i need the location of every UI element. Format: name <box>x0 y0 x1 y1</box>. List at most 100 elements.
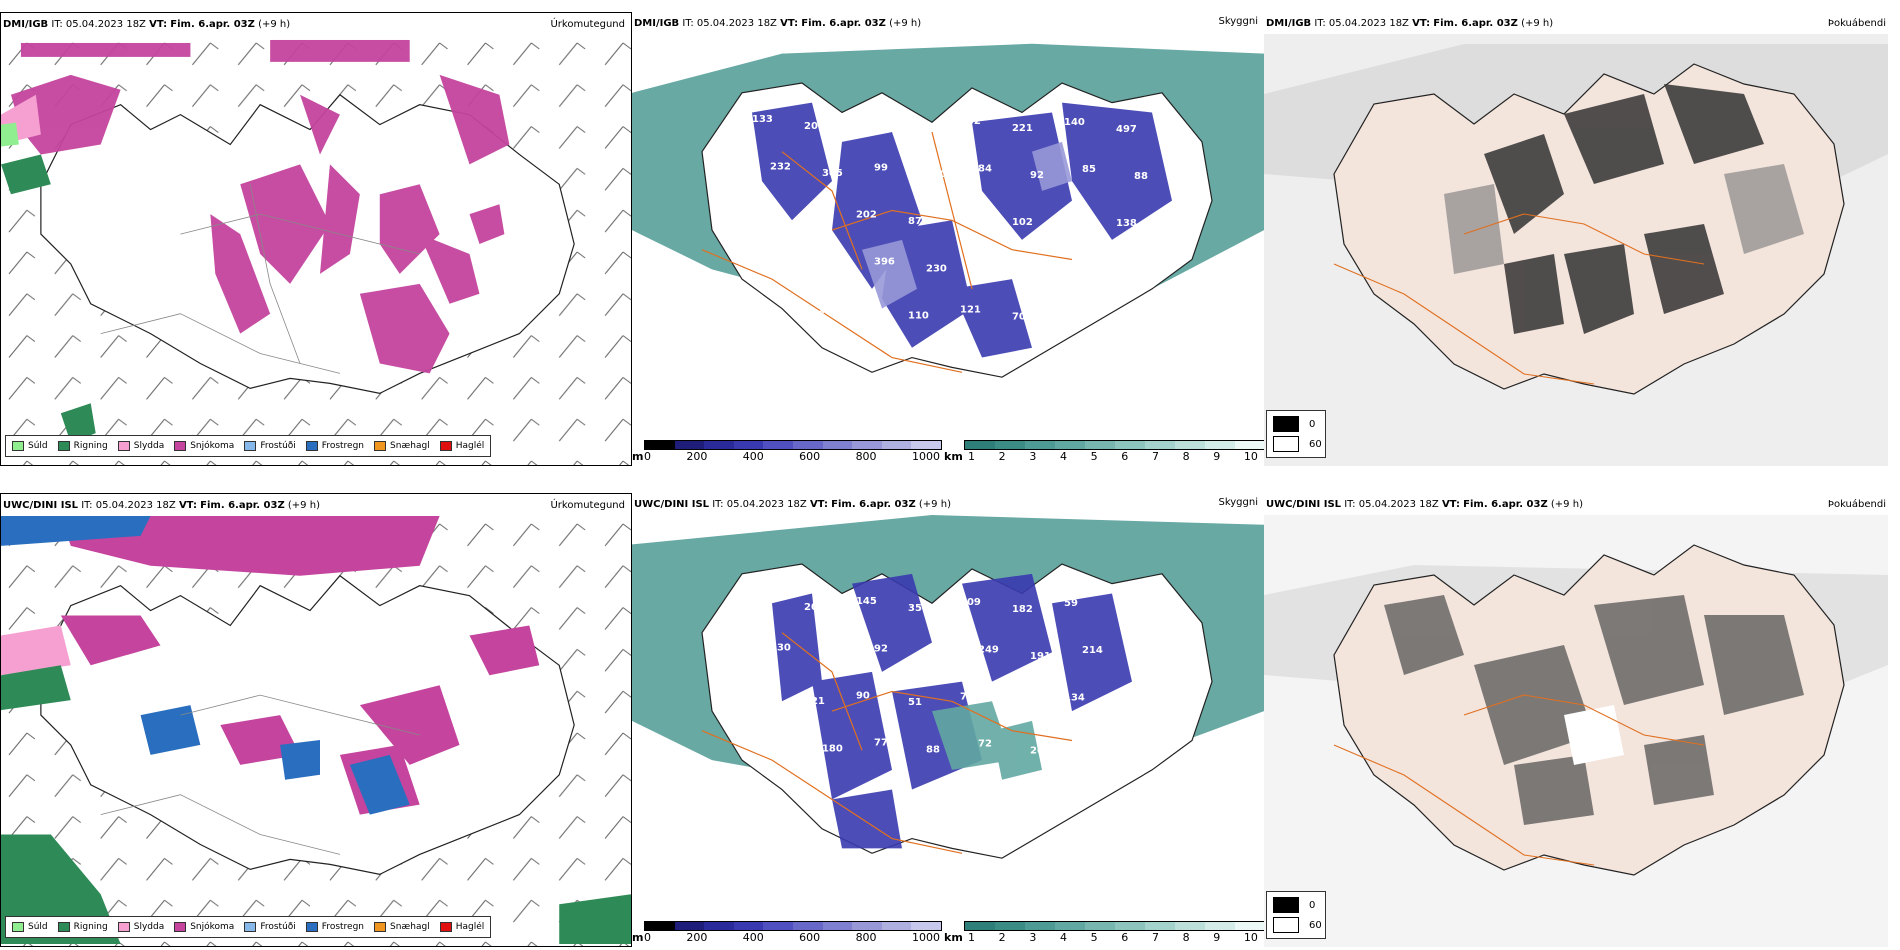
cloud-base-label: 88 <box>926 744 940 755</box>
precip-legend: Súld Rigning Slydda Snjókoma Frostúði Frostre… <box>5 916 492 938</box>
panel-header: DMI/IGB IT: 05.04.2023 18Z VT: Fim. 6.ap… <box>634 16 1258 29</box>
legend-label: Rigning <box>73 441 108 451</box>
legend-label: Frostúði <box>260 441 296 451</box>
colorbar-segment <box>645 922 675 930</box>
fog-legend-label: 0 <box>1309 899 1316 911</box>
roads <box>1333 694 1705 866</box>
cloud-base-label: 230 <box>770 642 791 653</box>
colorbar-tick: 1000 <box>911 931 940 944</box>
cloud-base-label: 202 <box>856 209 877 220</box>
fog-map <box>1264 34 1888 466</box>
legend-label: Frostúði <box>260 922 296 932</box>
cloud-base-colorbar: m 0 200 400 600 800 1000 <box>632 921 942 947</box>
uwc-cloud-panel: UWC/DINI ISL IT: 05.04.2023 18Z VT: Fim.… <box>632 493 1266 947</box>
colorbar-segment <box>822 441 853 449</box>
map-svg <box>1 35 631 465</box>
legend-item: Snæhagl <box>374 441 430 451</box>
legend-item: Slydda <box>117 922 164 932</box>
cloud-base-label: 249 <box>978 644 999 655</box>
cloud-base-label: 199 <box>856 115 877 126</box>
product-title: Þokuábendi <box>1827 18 1886 29</box>
cloud-base-label: 85 <box>1082 164 1096 175</box>
cloud-base-label: 163 <box>1030 264 1051 275</box>
colorbar-tick: 9 <box>1213 450 1221 463</box>
cloud-base-label: 56 <box>926 650 940 661</box>
colorbar-segment <box>995 922 1025 930</box>
fog-legend-swatch <box>1273 416 1299 432</box>
cloud-base-label: 247 <box>752 595 773 606</box>
roads <box>100 694 420 855</box>
colorbar-tick: 2 <box>998 931 1006 944</box>
cloud-base-label: 84 <box>978 163 992 174</box>
cloud-base-label: 121 <box>960 305 981 316</box>
cloud-base-label: 174 <box>752 303 773 314</box>
precip-map <box>1 35 631 465</box>
legend-label: Frostregn <box>321 922 365 932</box>
cloud-base-label: 497 <box>1116 124 1137 135</box>
fog-legend-label: 0 <box>1309 418 1316 430</box>
cloud-base-label: 134 <box>1064 692 1085 703</box>
colorbar-tick: 6 <box>1121 450 1129 463</box>
visibility-colorbar: km 1 2 3 4 5 6 7 8 9 10 <box>944 440 1266 466</box>
cloud-base-label: 76 <box>960 691 974 702</box>
fog-legend: 0 60 <box>1266 410 1326 458</box>
cloud-base-label: 188 <box>804 309 825 320</box>
cloud-base-label: 230 <box>926 263 947 274</box>
colorbar-tick: 600 <box>799 450 821 463</box>
dmi-precip-panel: DMI/IGB IT: 05.04.2023 18Z VT: Fim. 6.ap… <box>0 12 632 466</box>
map-svg: 133 205 199 235 352 221 140 497 232 305 99 100 84 92 8… <box>632 34 1264 436</box>
colorbar-tick: 4 <box>1059 931 1067 944</box>
cloud-base-labels: 247 204 145 351 109 182 59 105 230 150 92 56 249 191 2… <box>752 595 1155 757</box>
cloud-base-colorbar: m 0 200 400 600 800 1000 <box>632 440 942 466</box>
colorbar-segment <box>881 441 912 449</box>
legend-swatch <box>174 441 187 451</box>
cloud-base-label: 211 <box>804 215 825 226</box>
dmi-fog-panel: DMI/IGB IT: 05.04.2023 18Z VT: Fim. 6.ap… <box>1264 12 1900 466</box>
colorbar-segment <box>911 922 941 930</box>
cloud-base-label: 95 <box>1064 211 1078 222</box>
cloud-base-label: 204 <box>804 602 825 613</box>
panel-header: DMI/IGB IT: 05.04.2023 18Z VT: Fim. 6.ap… <box>1266 18 1886 29</box>
legend-item: Frostregn <box>305 441 364 451</box>
cloud-base-label: 140 <box>1064 117 1085 128</box>
cloud-base-label: 133 <box>752 114 773 125</box>
colorbar-segment <box>704 441 734 449</box>
colorbar-segment <box>965 441 995 449</box>
colorbar-segment <box>911 441 941 449</box>
colorbar-tick: 2 <box>998 450 1006 463</box>
cloud-base-label: 90 <box>856 690 870 701</box>
legend-item: Snæhagl <box>374 922 430 932</box>
colorbar-tick: 400 <box>742 931 764 944</box>
legend-swatch <box>57 922 70 932</box>
panel-header: DMI/IGB IT: 05.04.2023 18Z VT: Fim. 6.ap… <box>3 19 625 30</box>
legend-swatch <box>117 441 130 451</box>
legend-label: Slydda <box>133 441 165 451</box>
colorbar-segment <box>822 922 853 930</box>
colorbar-tick: 0 <box>644 450 651 463</box>
cloud-base-label: 97 <box>1012 698 1026 709</box>
cloud-map: 133 205 199 235 352 221 140 497 232 305 99 100 84 92 8… <box>632 34 1264 436</box>
product-title: Skyggni <box>1218 16 1258 27</box>
fog-legend-label: 60 <box>1309 438 1322 450</box>
visibility-colorbar: km 1 2 3 4 5 6 7 8 9 10 <box>944 921 1266 947</box>
legend-item: Súld <box>12 441 48 451</box>
colorbar-tick: 6 <box>1121 931 1129 944</box>
roads <box>1333 213 1705 385</box>
roads <box>701 131 1073 373</box>
cloud-base-label: 161 <box>1116 312 1137 323</box>
colorbar-segment <box>852 922 882 930</box>
fog-legend-row: 60 <box>1273 436 1322 452</box>
colorbar-tick: 3 <box>1029 450 1037 463</box>
cloud-base-label: 88 <box>1134 171 1148 182</box>
colorbar-segment <box>792 441 823 449</box>
legend-item: Rigning <box>57 441 108 451</box>
cloud-base-label: 124 <box>856 304 877 315</box>
legend-label: Snjókoma <box>190 922 235 932</box>
colorbar-segment <box>1235 922 1265 930</box>
colorbar-segment <box>1175 922 1205 930</box>
cloud-base-label: 92 <box>874 643 888 654</box>
legend-label: Snæhagl <box>390 441 430 451</box>
legend-label: Súld <box>28 922 48 932</box>
iceland-outline <box>40 574 575 875</box>
colorbar-segment <box>1205 922 1235 930</box>
